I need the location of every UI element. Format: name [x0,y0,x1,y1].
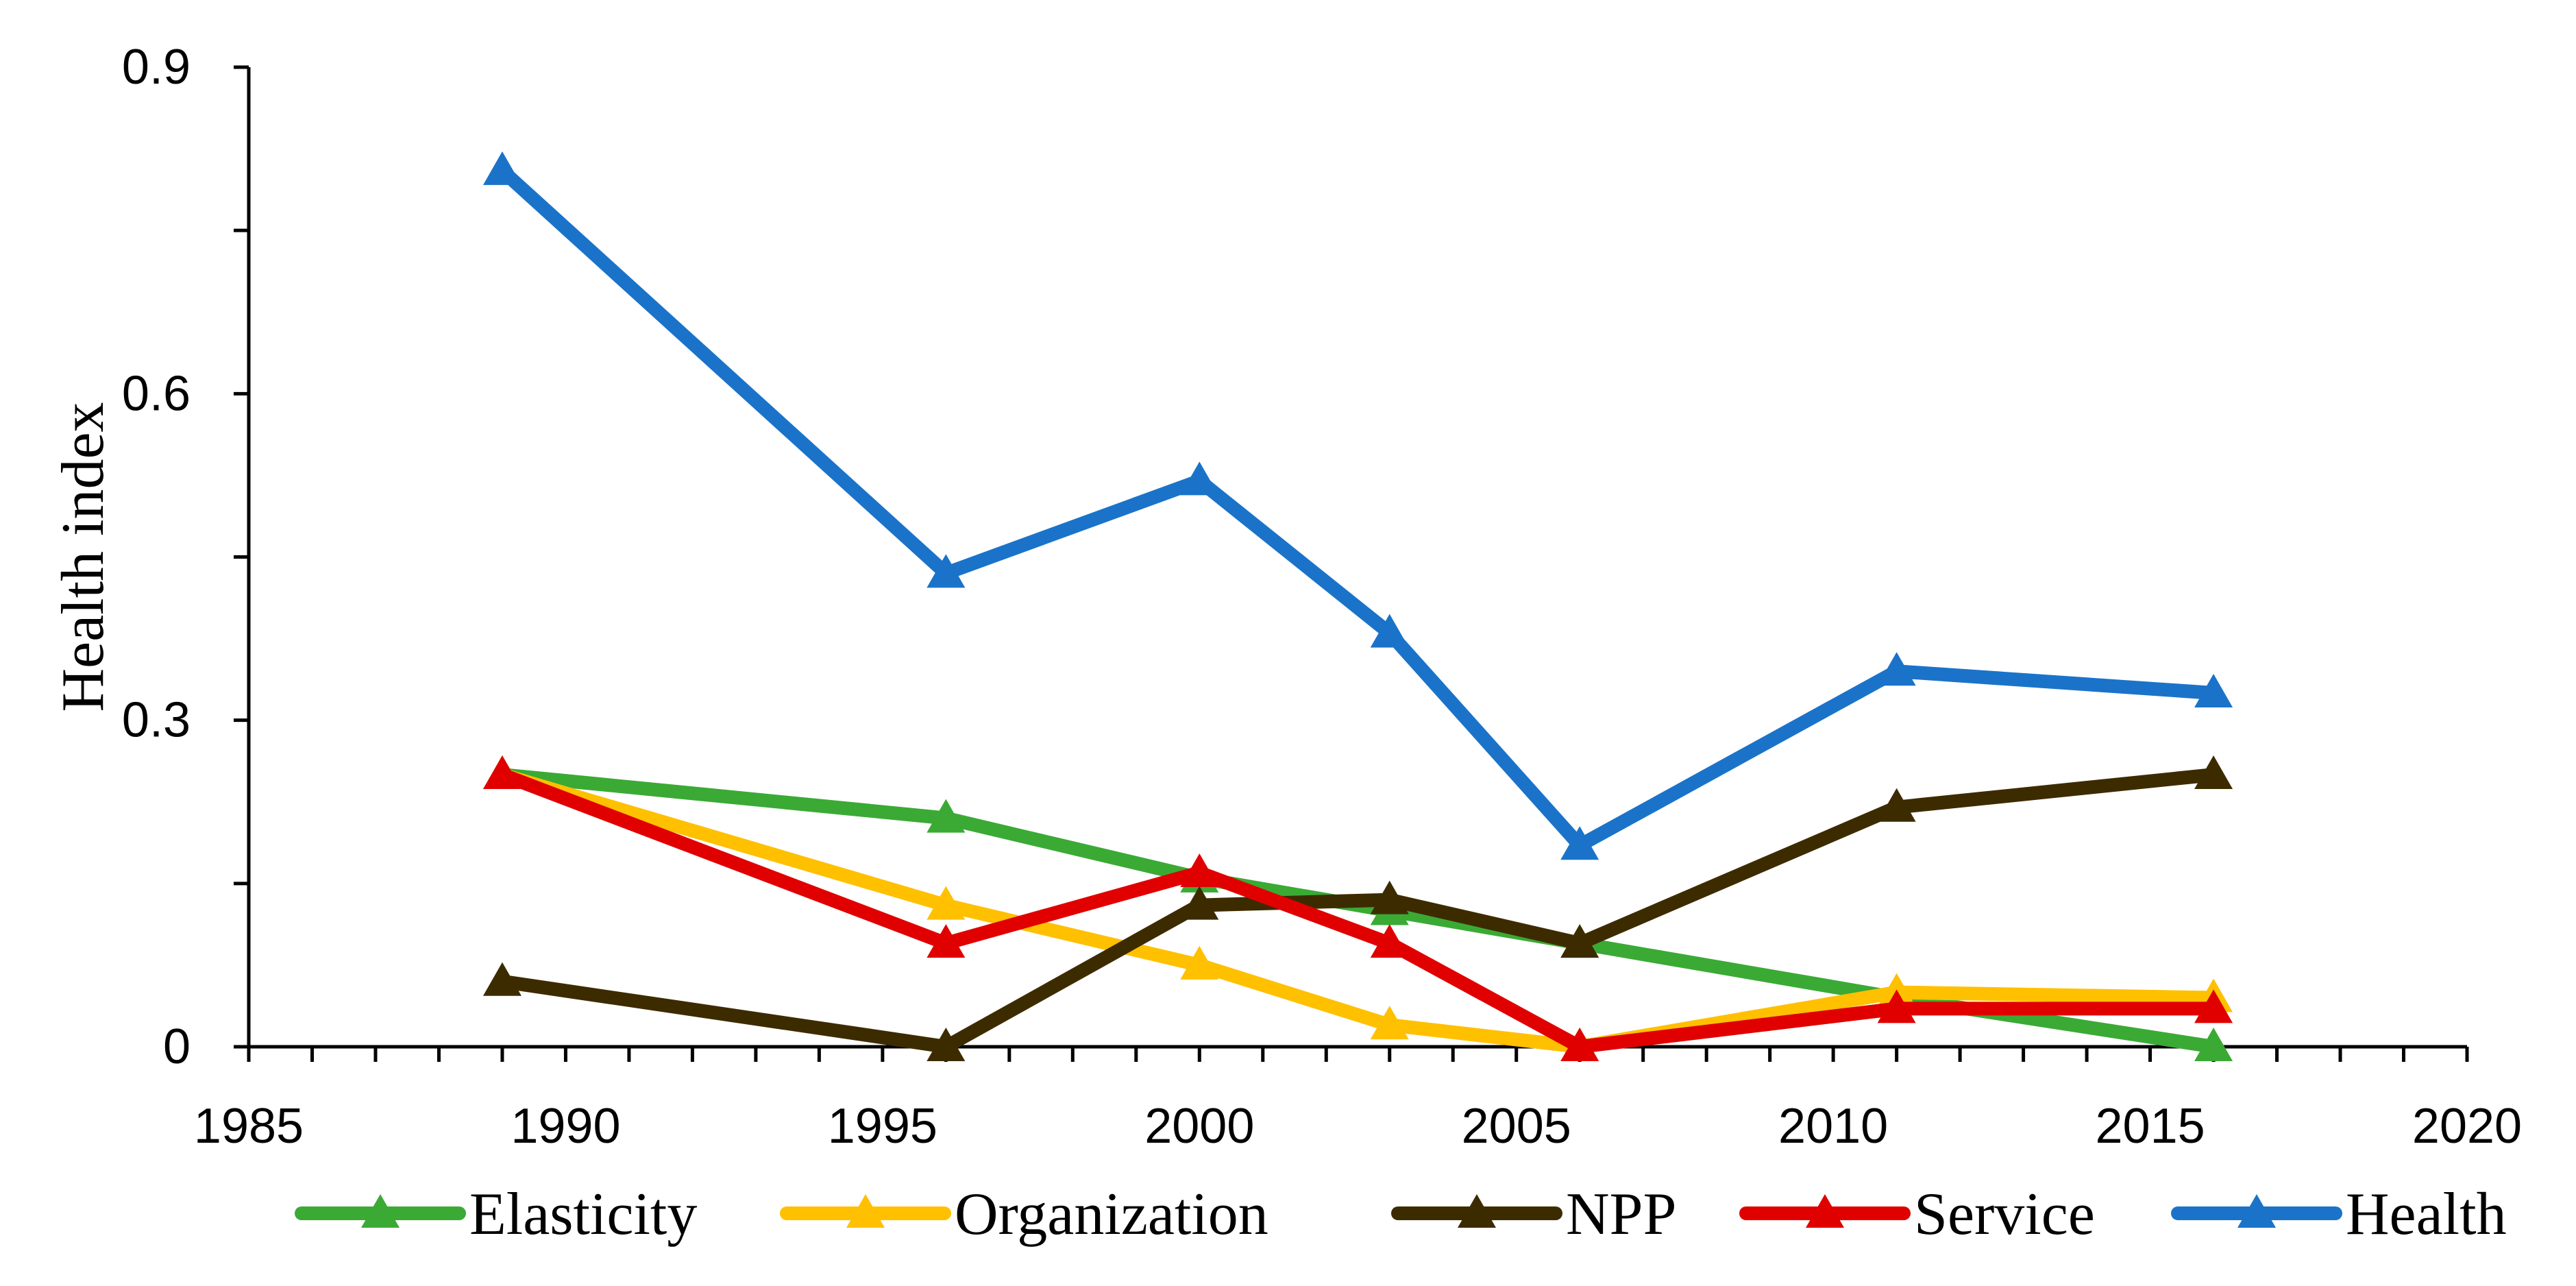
legend-label-health: Health [2346,1181,2507,1248]
y-tick-label-0.6: 0.6 [122,366,191,421]
series-layer [482,151,2233,1061]
x-tick-label-2000: 2000 [1144,1099,1254,1154]
legend-marker-npp [1458,1194,1496,1228]
series-health [482,151,2233,860]
legend-label-service: Service [1914,1181,2095,1248]
data-point-npp-2003 [1370,880,1409,914]
y-tick-label-0.9: 0.9 [122,40,191,95]
data-point-service-2006 [1560,1028,1599,1061]
x-tick-label-1995: 1995 [828,1099,937,1154]
data-point-health-1989 [482,151,522,185]
legend-item-elasticity: Elasticity [295,1181,697,1248]
data-point-health-2006 [1560,826,1599,860]
data-point-service-1996 [927,924,966,958]
data-point-health-2016 [2194,673,2233,707]
data-point-service-2016 [2194,989,2233,1023]
series-line-health [495,163,2221,853]
legend-marker-elasticity [361,1194,400,1228]
y-tick-label-0: 0 [163,1019,191,1074]
x-tick-label-1990: 1990 [511,1099,620,1154]
legend-item-npp: NPP [1391,1181,1676,1248]
data-point-health-2003 [1370,614,1409,648]
legend-marker-service [1806,1194,1844,1228]
x-tick-label-2015: 2015 [2095,1099,2205,1154]
data-point-npp-2006 [1560,924,1599,958]
data-point-elasticity-2016 [2194,1028,2233,1061]
data-point-npp-2000 [1180,886,1219,920]
data-point-elasticity-1996 [927,799,966,833]
data-point-health-2011 [1877,652,1916,686]
data-point-service-1989 [482,755,522,790]
y-axis-label: Health index [50,402,116,712]
series-service [482,755,2233,1061]
data-point-organization-2003 [1370,1006,1409,1040]
data-point-organization-1996 [927,886,966,920]
legend-label-organization: Organization [955,1181,1268,1248]
legend-marker-organization [846,1194,885,1228]
data-point-service-2000 [1180,853,1219,887]
x-tick-label-2005: 2005 [1462,1099,1571,1154]
data-point-npp-2011 [1877,788,1916,822]
legend-item-service: Service [1739,1181,2095,1248]
series-npp [482,755,2233,1061]
legend: Elasticity Organization NPP Service Health [295,1181,2507,1248]
data-point-npp-1989 [482,962,522,996]
x-tick-label-1985: 1985 [194,1099,304,1154]
data-point-health-1996 [927,554,966,588]
data-point-npp-2016 [2194,755,2233,790]
data-point-service-2011 [1877,989,1916,1023]
legend-label-npp: NPP [1566,1181,1676,1248]
data-point-organization-2000 [1180,945,1219,980]
legend-label-elasticity: Elasticity [469,1181,697,1248]
data-point-service-2003 [1370,924,1409,958]
data-point-health-2000 [1180,461,1219,496]
x-tick-label-2010: 2010 [1778,1099,1888,1154]
legend-marker-health [2237,1194,2276,1228]
data-point-npp-1996 [927,1028,966,1061]
axes: 1985 1990 1995 2000 2005 2010 2015 2020 0 0.3 0.6 0… [50,40,2522,1154]
legend-item-organization: Organization [780,1181,1268,1248]
x-tick-label-2020: 2020 [2412,1099,2522,1154]
legend-item-health: Health [2171,1181,2507,1248]
y-tick-label-0.3: 0.3 [122,693,191,748]
